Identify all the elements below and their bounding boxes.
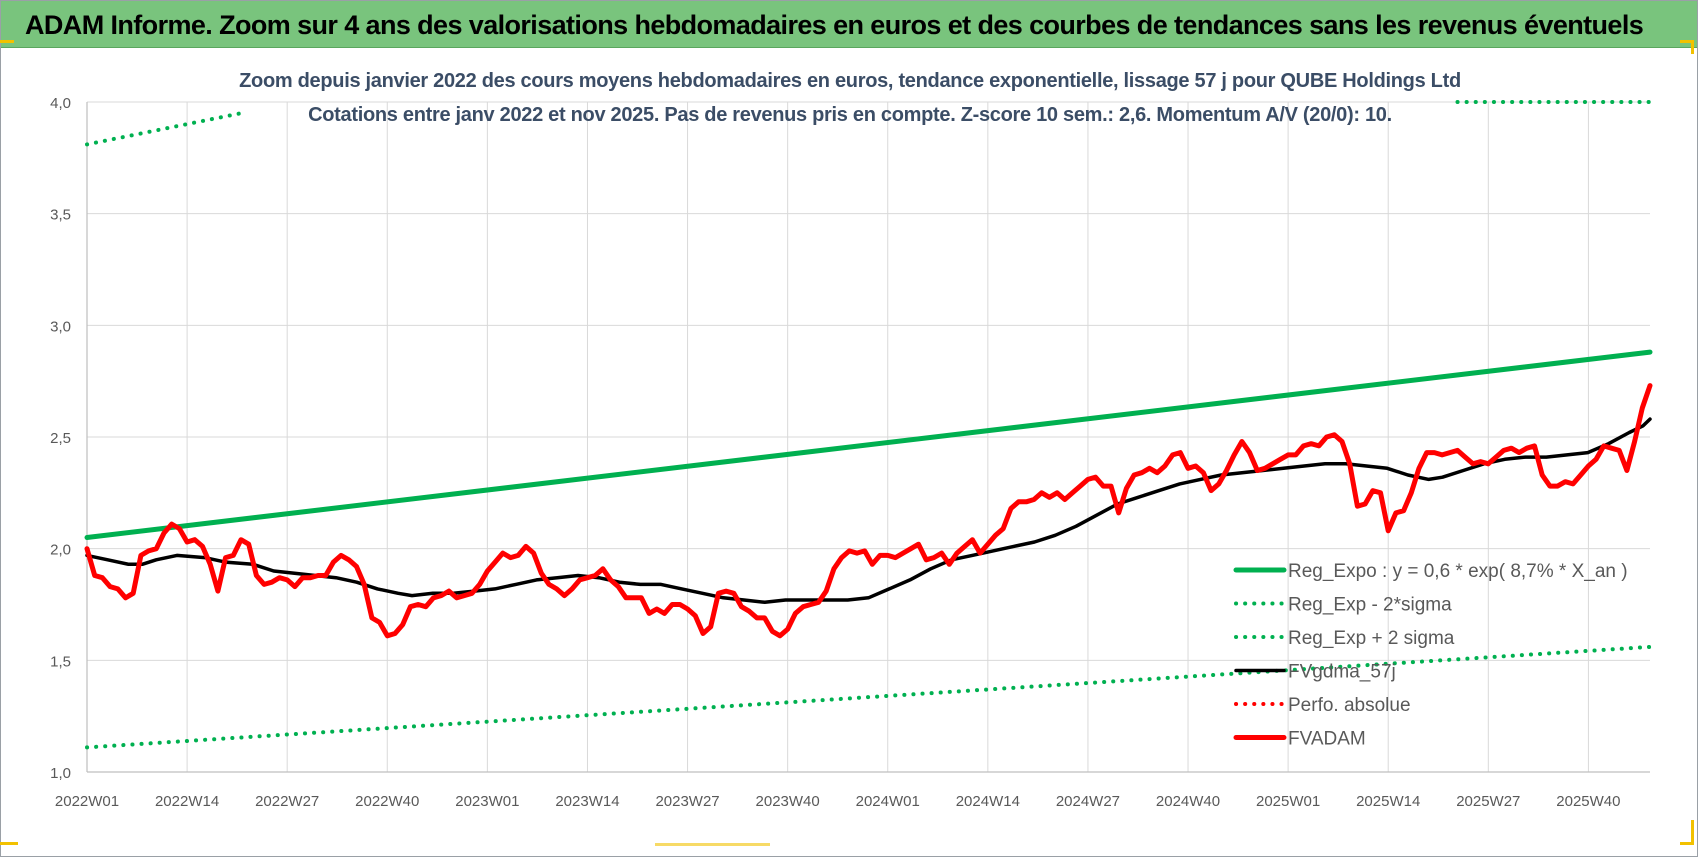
x-tick-label: 2025W14 (1356, 793, 1420, 810)
corner-accent-left (0, 40, 14, 43)
page-title: ADAM Informe. Zoom sur 4 ans des valoris… (25, 10, 1644, 40)
series-line-5 (84, 383, 1653, 639)
x-tick-label: 2022W01 (55, 793, 119, 810)
chart-subtitle: Cotations entre janv 2022 et nov 2025. P… (308, 104, 1392, 126)
legend-label: Perfo. absolue (1288, 695, 1411, 716)
legend: Reg_Expo : y = 0,6 * exp( 8,7% * X_an ) R… (1233, 561, 1628, 750)
series-layer (84, 100, 1653, 750)
y-tick-label: 1,5 (50, 653, 71, 670)
x-tick-label: 2023W40 (756, 793, 820, 810)
legend-label: FVADAM (1288, 729, 1366, 750)
legend-label: FVgdma_57j (1288, 662, 1396, 683)
y-tick-label: 3,0 (50, 318, 71, 335)
series-line-0 (84, 349, 1653, 540)
series-line-2 (85, 111, 243, 147)
x-tick-label: 2022W27 (255, 793, 319, 810)
y-tick-label: 4,0 (50, 95, 71, 112)
x-tick-label: 2023W14 (555, 793, 619, 810)
series-line-1 (85, 644, 1652, 750)
legend-label: Reg_Expo : y = 0,6 * exp( 8,7% * X_an ) (1288, 561, 1628, 582)
series-line-3 (85, 417, 1652, 605)
chart-title: Zoom depuis janvier 2022 des cours moyen… (239, 70, 1461, 92)
corner-accent-bottom-left (0, 842, 18, 845)
y-tick-label: 2,5 (50, 430, 71, 447)
x-tick-label: 2024W01 (856, 793, 920, 810)
legend-label: Reg_Exp + 2 sigma (1288, 628, 1455, 649)
corner-accent-bottom-right-v (1691, 820, 1694, 845)
grid (86, 101, 1650, 773)
y-tick-label: 3,5 (50, 207, 71, 224)
corner-accent-bottom-mid (655, 843, 770, 846)
x-tick-label: 2024W40 (1156, 793, 1220, 810)
corner-accent-right-v (1691, 40, 1694, 54)
x-tick-label: 2023W27 (655, 793, 719, 810)
x-axis-ticks: 2022W01 2022W14 2022W27 2022W40 2023W01 2023W… (55, 793, 1621, 810)
corner-accent-right (1680, 40, 1694, 43)
x-tick-label: 2022W40 (355, 793, 419, 810)
corner-accent-bottom-right (1680, 842, 1694, 845)
y-axis-ticks: 1,0 1,5 2,0 2,5 3,0 3,5 4,0 (50, 95, 71, 782)
x-tick-label: 2025W01 (1256, 793, 1320, 810)
x-tick-label: 2024W27 (1056, 793, 1120, 810)
y-tick-label: 2,0 (50, 542, 71, 559)
x-tick-label: 2022W14 (155, 793, 219, 810)
header-bar: ADAM Informe. Zoom sur 4 ans des valoris… (1, 1, 1697, 48)
x-tick-label: 2024W14 (956, 793, 1020, 810)
x-tick-label: 2025W40 (1556, 793, 1620, 810)
legend-label: Reg_Exp - 2*sigma (1288, 595, 1452, 616)
x-tick-label: 2023W01 (455, 793, 519, 810)
x-tick-label: 2025W27 (1456, 793, 1520, 810)
y-tick-label: 1,0 (50, 765, 71, 782)
